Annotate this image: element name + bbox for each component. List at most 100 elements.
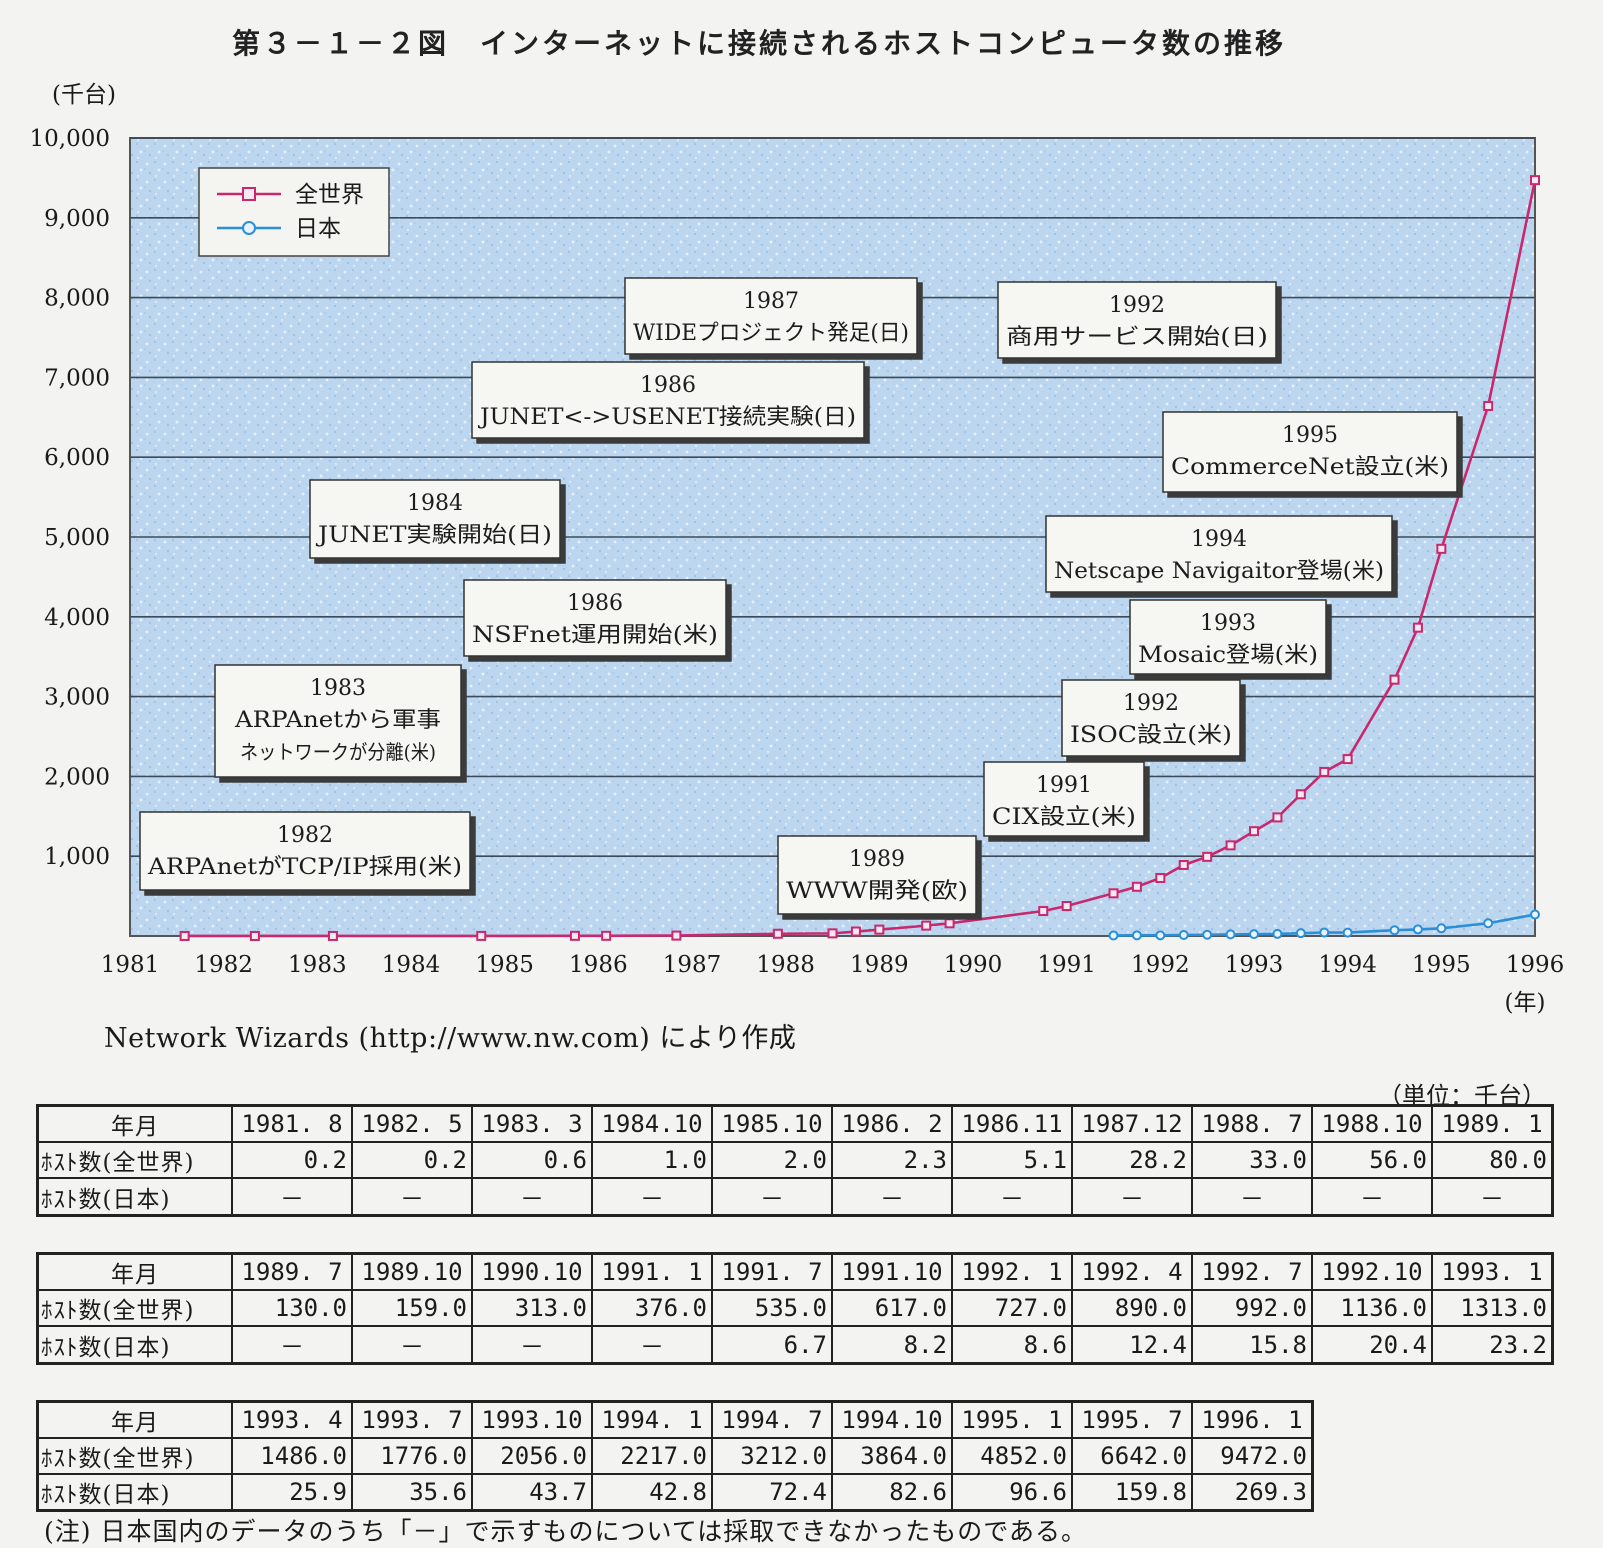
table-cell: 1993. 4 bbox=[231, 1400, 353, 1439]
y-tick-label: 5,000 bbox=[44, 525, 110, 551]
annotation-year: 1994 bbox=[1191, 527, 1247, 552]
data-point-world bbox=[1155, 872, 1166, 883]
annotation-frame bbox=[624, 277, 918, 355]
table-cell: 159.8 bbox=[1071, 1473, 1193, 1512]
data-point-japan bbox=[1295, 928, 1306, 939]
data-point-world bbox=[249, 930, 260, 941]
x-tick-label: 1990 bbox=[944, 952, 1003, 978]
legend-label: 全世界 bbox=[295, 182, 364, 208]
row-header: 年月 bbox=[36, 1104, 233, 1143]
table-cell: 35.6 bbox=[351, 1473, 473, 1512]
table-cell: － bbox=[471, 1177, 593, 1217]
annotation-box: 1986 NSFnet運用開始(米) bbox=[463, 579, 727, 657]
table-cell: － bbox=[471, 1325, 593, 1365]
world-row: ﾎｽﾄ数(全世界) 1486.0 1776.0 2056.0 2217.0 3212.0 3… bbox=[36, 1437, 1314, 1475]
table-cell: 313.0 bbox=[471, 1289, 593, 1327]
data-point-world bbox=[1178, 859, 1189, 870]
table-cell: 1981. 8 bbox=[231, 1104, 353, 1143]
annotation-text: WWW開発(欧) bbox=[786, 879, 968, 904]
table-cell: 1983. 3 bbox=[471, 1104, 593, 1143]
data-point-world bbox=[772, 928, 783, 939]
table-cell: 1486.0 bbox=[231, 1437, 353, 1475]
annotation-frame bbox=[471, 361, 865, 439]
annotation-text: 商用サービス開始(日) bbox=[1006, 325, 1268, 350]
annotation-year: 1982 bbox=[277, 823, 333, 848]
annotation-year: 1989 bbox=[849, 847, 905, 872]
table-cell: 1993.10 bbox=[471, 1400, 593, 1439]
annotation-year: 1984 bbox=[407, 491, 463, 516]
data-point-japan bbox=[1412, 924, 1423, 935]
table-cell: 727.0 bbox=[951, 1289, 1073, 1327]
annotation-text-2: ネットワークが分離(米) bbox=[240, 740, 436, 764]
table-cell: － bbox=[591, 1177, 713, 1217]
annotation-year: 1995 bbox=[1282, 423, 1338, 448]
table-cell: 80.0 bbox=[1431, 1141, 1554, 1179]
table-cell: 3864.0 bbox=[831, 1437, 953, 1475]
world-row: ﾎｽﾄ数(全世界) 130.0 159.0 313.0 376.0 535.0 617.0 7… bbox=[36, 1289, 1554, 1327]
table-cell: 1987.12 bbox=[1071, 1104, 1193, 1143]
table-cell: － bbox=[1071, 1177, 1193, 1217]
data-point-japan bbox=[1202, 929, 1213, 940]
data-table-2: 年月 1989. 7 1989.10 1990.10 1991. 1 1991. 7 199… bbox=[36, 1252, 1554, 1365]
table-cell: 1989.10 bbox=[351, 1252, 473, 1291]
x-tick-label: 1995 bbox=[1412, 952, 1471, 978]
data-point-world bbox=[1225, 840, 1236, 851]
table-cell: 1993. 7 bbox=[351, 1400, 473, 1439]
table-cell: 42.8 bbox=[591, 1473, 713, 1512]
annotation-frame bbox=[983, 761, 1145, 837]
table-cell: － bbox=[1311, 1177, 1433, 1217]
annotation-text: WIDEプロジェクト発足(日) bbox=[633, 321, 909, 346]
table-cell: 1986.11 bbox=[951, 1104, 1073, 1143]
table-cell: 0.2 bbox=[351, 1141, 473, 1179]
table-cell: 2.0 bbox=[711, 1141, 833, 1179]
annotation-year: 1992 bbox=[1109, 293, 1165, 318]
table-cell: 1988.10 bbox=[1311, 1104, 1433, 1143]
row-header: ﾎｽﾄ数(日本) bbox=[36, 1325, 233, 1365]
table-cell: 1992.10 bbox=[1311, 1252, 1433, 1291]
table-cell: 1776.0 bbox=[351, 1437, 473, 1475]
table-cell: 1995. 1 bbox=[951, 1400, 1073, 1439]
row-header: ﾎｽﾄ数(全世界) bbox=[36, 1141, 233, 1179]
data-point-japan bbox=[1272, 928, 1283, 939]
data-point-japan bbox=[1319, 927, 1330, 938]
legend-marker-circle bbox=[242, 221, 256, 235]
annotation-text: JUNET<->USENET接続実験(日) bbox=[478, 405, 856, 430]
table-cell: 12.4 bbox=[1071, 1325, 1193, 1365]
data-point-japan bbox=[1225, 929, 1236, 940]
data-point-world bbox=[1389, 674, 1400, 685]
table-cell: 159.0 bbox=[351, 1289, 473, 1327]
data-point-world bbox=[476, 930, 487, 941]
data-point-world bbox=[179, 930, 190, 941]
annotation-box: 1993 Mosaic登場(米) bbox=[1129, 599, 1327, 675]
data-point-japan bbox=[1342, 927, 1353, 938]
data-point-world bbox=[1108, 888, 1119, 899]
table-cell: 1984.10 bbox=[591, 1104, 713, 1143]
date-row: 年月 1993. 4 1993. 7 1993.10 1994. 1 1994. 7 199… bbox=[36, 1400, 1314, 1439]
row-header: ﾎｽﾄ数(日本) bbox=[36, 1473, 233, 1512]
row-header: 年月 bbox=[36, 1252, 233, 1291]
table-cell: 1992. 7 bbox=[1191, 1252, 1313, 1291]
table-cell: 6642.0 bbox=[1071, 1437, 1193, 1475]
data-point-world bbox=[1319, 766, 1330, 777]
annotation-box: 1994 Netscape Navigaitor登場(米) bbox=[1045, 515, 1393, 593]
annotation-frame bbox=[139, 811, 471, 891]
series-line-japan bbox=[1113, 913, 1536, 937]
annotation-text: Mosaic登場(米) bbox=[1138, 643, 1318, 668]
annotation-frame bbox=[777, 835, 977, 915]
data-point-japan bbox=[1483, 918, 1494, 929]
y-tick-label: 9,000 bbox=[44, 206, 110, 232]
annotation-frame bbox=[309, 479, 561, 559]
chart-title: 第３－１－２図 インターネットに接続されるホストコンピュータ数の推移 bbox=[232, 27, 1287, 60]
date-row: 年月 1989. 7 1989.10 1990.10 1991. 1 1991. 7 199… bbox=[36, 1252, 1554, 1291]
table-cell: 376.0 bbox=[591, 1289, 713, 1327]
table-cell: 1991. 7 bbox=[711, 1252, 833, 1291]
annotation-year: 1993 bbox=[1200, 611, 1256, 636]
annotation-box: 1992 商用サービス開始(日) bbox=[997, 281, 1277, 359]
annotation-text: ARPAnetがTCP/IP採用(米) bbox=[147, 855, 462, 880]
row-header: 年月 bbox=[36, 1400, 233, 1439]
legend-marker-square bbox=[242, 187, 256, 201]
chart: 1982 ARPAnetがTCP/IP採用(米) 1983 ARPAnetから軍事ネッ… bbox=[30, 82, 1565, 1016]
table-cell: 33.0 bbox=[1191, 1141, 1313, 1179]
table-cell: 15.8 bbox=[1191, 1325, 1313, 1365]
data-point-world bbox=[1412, 622, 1423, 633]
